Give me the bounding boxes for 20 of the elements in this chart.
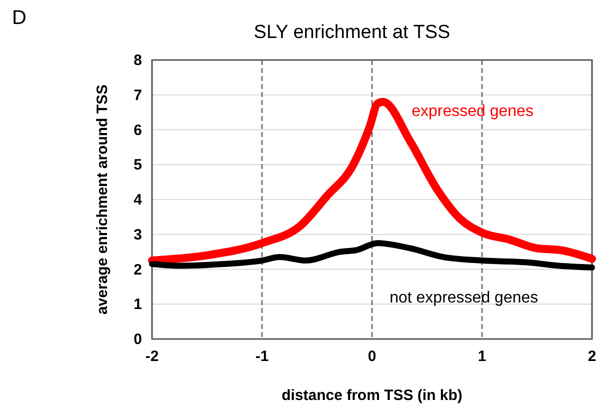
y-tick-label: 8 [134,52,142,69]
x-tick-label: -2 [145,348,159,365]
text: D [12,7,26,29]
series-label: not expressed genes [390,290,538,307]
chart-title: SLY enrichment at TSS [254,22,450,43]
x-tick-label: 1 [478,348,486,365]
y-tick-label: 7 [134,86,142,104]
y-tick-label: 0 [134,331,142,348]
x-axis-title: distance from TSS (in kb) [282,387,462,404]
x-tick-label: 0 [368,348,376,365]
y-tick-label: 5 [134,156,142,174]
y-tick-label: 3 [134,226,142,244]
y-tick-label: 1 [134,296,142,314]
y-axis-title: average enrichment around TSS [94,84,111,315]
x-tick-label: -1 [255,348,269,365]
y-tick-label: 2 [134,261,142,278]
y-tick-label: 6 [134,122,142,139]
series-label: expressed genes [412,102,534,120]
x-tick-label: 2 [588,348,596,365]
y-tick-label: 4 [134,192,143,208]
